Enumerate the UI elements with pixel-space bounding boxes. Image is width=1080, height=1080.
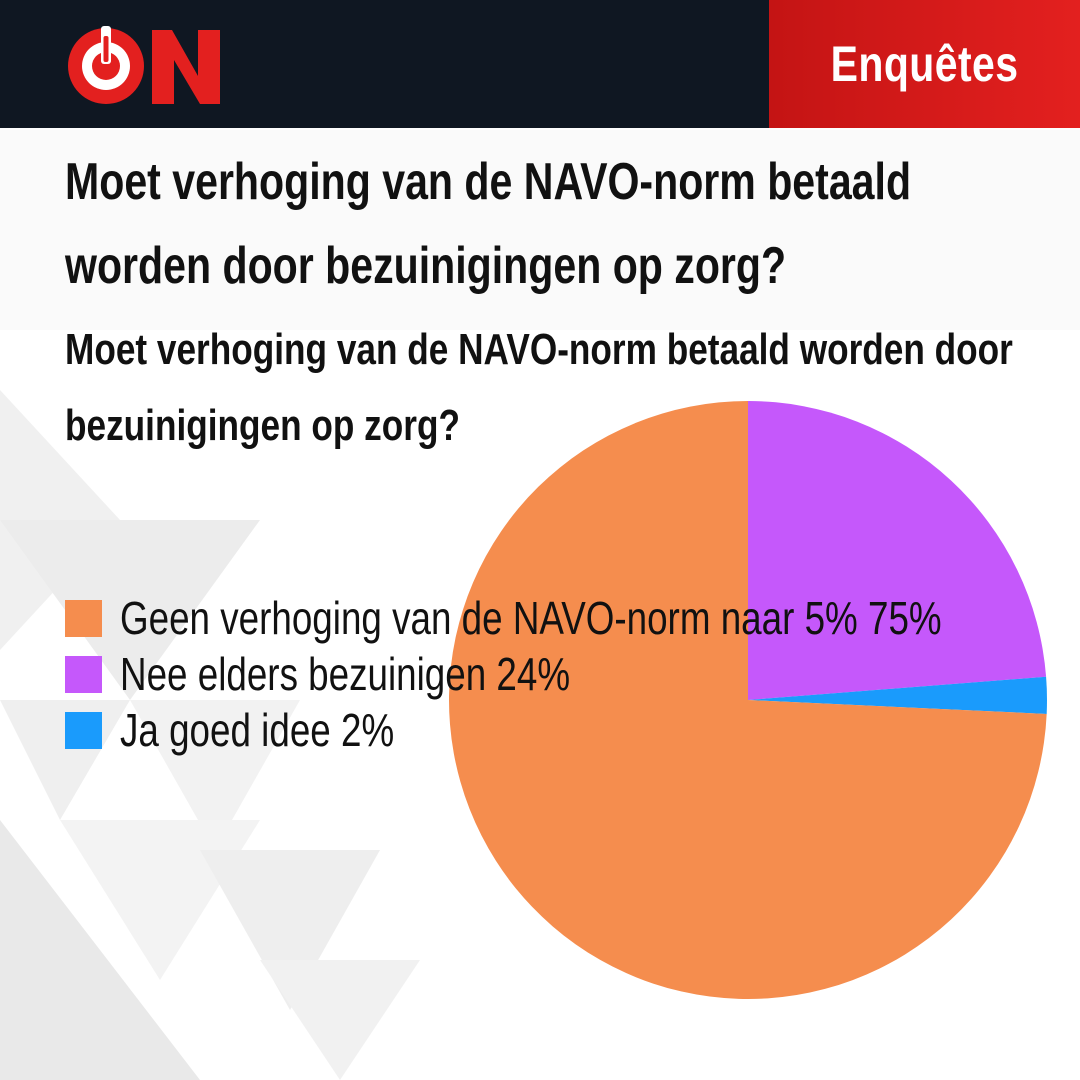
legend-swatch — [65, 599, 102, 637]
legend-swatch — [65, 655, 102, 693]
chart-title: Moet verhoging van de NAVO-norm betaald … — [65, 325, 1013, 450]
page-title: Moet verhoging van de NAVO-norm betaald … — [65, 153, 912, 295]
legend-label: Geen verhoging van de NAVO-norm naar 5% … — [120, 592, 942, 644]
pie-slice-1 — [448, 401, 1047, 999]
pie-slice-2 — [748, 401, 1047, 700]
chart-legend: Geen verhoging van de NAVO-norm naar 5% … — [65, 590, 1080, 758]
section-label: Enquêtes — [830, 36, 1019, 92]
header-bar: Enquêtes — [0, 0, 1080, 128]
legend-swatch — [65, 711, 102, 749]
section-tag: Enquêtes — [769, 0, 1080, 128]
legend-label: Ja goed idee 2% — [120, 704, 395, 756]
legend-label: Nee elders bezuinigen 24% — [120, 648, 571, 700]
legend-item: Ja goed idee 2% — [65, 702, 1080, 758]
legend-item: Geen verhoging van de NAVO-norm naar 5% … — [65, 590, 1080, 646]
on-logo — [68, 26, 220, 104]
subtitle-container: Moet verhoging van de NAVO-norm betaald … — [0, 300, 1080, 460]
legend-item: Nee elders bezuinigen 24% — [65, 646, 1080, 702]
pie-slice-3 — [748, 676, 1047, 714]
